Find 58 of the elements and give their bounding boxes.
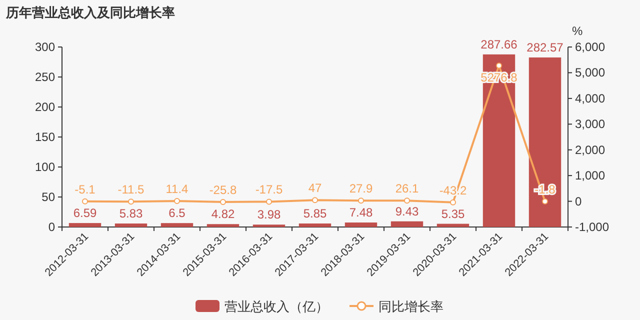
data-label: 26.1 <box>395 182 419 196</box>
data-label: -17.5 <box>255 182 283 197</box>
bar <box>160 223 194 227</box>
bar <box>68 223 102 227</box>
data-label: -11.5 <box>118 182 145 197</box>
bar <box>206 224 240 227</box>
point <box>174 198 180 204</box>
bar <box>436 224 470 227</box>
y2-tick-label: 5,000 <box>575 66 606 80</box>
y2-tick-label: -1,000 <box>575 220 610 234</box>
bar <box>114 224 148 227</box>
data-label: 287.66 <box>480 37 518 52</box>
data-label: 27.9 <box>349 182 373 196</box>
y2-tick-label: 3,000 <box>575 117 606 132</box>
bar <box>528 57 562 227</box>
y-tick-label: 300 <box>34 40 56 54</box>
legend-label: 营业总收入（亿） <box>224 299 328 314</box>
bar <box>390 221 424 227</box>
data-label: 282.57 <box>526 40 564 54</box>
point <box>82 198 88 204</box>
point <box>542 198 548 204</box>
data-label: 5.83 <box>119 206 143 220</box>
legend-label: 同比增长率 <box>378 299 444 314</box>
bar <box>344 222 378 227</box>
y-tick-label: 100 <box>34 160 56 174</box>
y-tick-label: 150 <box>34 130 56 144</box>
bar <box>298 223 332 227</box>
data-label: 7.48 <box>349 206 373 220</box>
y-tick-label: 50 <box>42 190 56 204</box>
y2-tick-label: 2,000 <box>575 142 606 157</box>
point <box>220 198 226 205</box>
y-tick-label: 200 <box>34 100 56 114</box>
data-label: 47 <box>308 181 322 196</box>
y-tick-label: 0 <box>48 220 56 234</box>
point <box>312 197 318 204</box>
data-label: 6.59 <box>73 206 97 220</box>
y-tick-label: 250 <box>34 70 56 84</box>
y2-tick-label: 1,000 <box>575 168 606 183</box>
data-label: -25.8 <box>209 182 237 197</box>
data-label: -5.1 <box>74 182 96 196</box>
point <box>404 198 410 204</box>
chart-title: 历年营业总收入及同比增长率 <box>5 5 175 20</box>
data-label: 3.98 <box>257 208 281 222</box>
data-label: 11.4 <box>166 182 189 196</box>
point <box>128 198 134 205</box>
data-label: 9.43 <box>395 204 419 218</box>
bar <box>482 54 516 227</box>
y2-tick-label: 0 <box>575 194 582 208</box>
data-label: 6.5 <box>168 206 186 220</box>
data-label: 5.85 <box>303 206 327 220</box>
point <box>266 198 272 205</box>
point <box>358 198 364 204</box>
data-label: 4.82 <box>211 207 235 222</box>
point <box>450 199 456 206</box>
y2-tick-label: 6,000 <box>575 40 606 54</box>
y2-axis-title: % <box>572 24 583 38</box>
data-label: 5.35 <box>441 206 465 221</box>
y2-tick-label: 4,000 <box>575 91 606 106</box>
